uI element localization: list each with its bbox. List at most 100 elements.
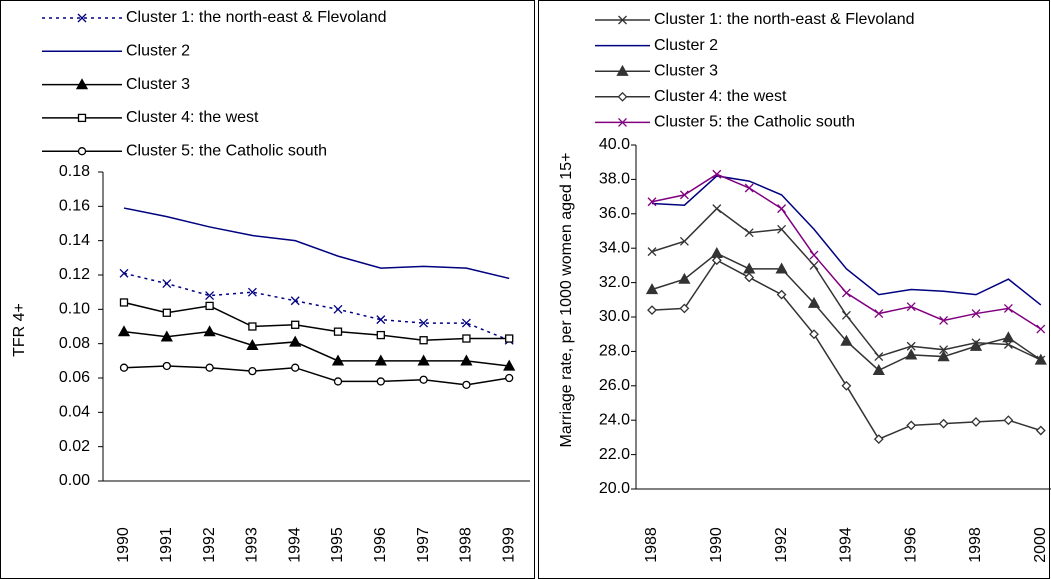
marker	[807, 296, 821, 308]
legend-marker	[77, 13, 87, 23]
y-tick-label: 36.0	[599, 205, 630, 222]
legend-marker	[618, 15, 627, 25]
marker	[874, 309, 884, 319]
marker	[376, 315, 386, 325]
legend-label: Cluster 1: the north-east & Flevoland	[126, 9, 387, 26]
marker	[119, 298, 129, 307]
marker	[938, 418, 949, 429]
legend-label: Cluster 4: the west	[654, 88, 787, 105]
y-tick-label: 0.08	[59, 335, 90, 352]
marker	[809, 329, 819, 340]
marker	[505, 334, 514, 343]
y-tick-label: 0.00	[59, 472, 90, 489]
marker	[809, 250, 819, 260]
marker	[645, 283, 659, 295]
marker	[117, 325, 131, 337]
y-tick-label: 22.0	[599, 446, 630, 463]
marker	[841, 288, 851, 298]
marker	[776, 289, 787, 300]
marker	[1036, 324, 1046, 334]
x-tick-label: 1990	[708, 527, 725, 563]
marker	[289, 335, 302, 347]
marker	[461, 318, 471, 328]
x-tick-label: 1998	[967, 527, 984, 563]
marker	[872, 363, 885, 375]
marker	[905, 348, 918, 360]
marker	[874, 352, 884, 362]
marker	[775, 262, 788, 274]
marker	[1003, 303, 1013, 313]
marker	[647, 247, 657, 257]
marker	[419, 318, 429, 328]
y-tick-label: 0.04	[59, 404, 90, 421]
x-tick-label: 1998	[458, 527, 475, 563]
marker	[162, 361, 171, 371]
series-line	[123, 301, 510, 341]
marker	[711, 255, 722, 266]
series-line	[651, 175, 1042, 306]
marker	[162, 279, 172, 289]
x-tick-label: 1996	[902, 527, 919, 563]
marker	[1035, 425, 1046, 436]
series-line	[123, 330, 510, 367]
marker	[203, 325, 216, 337]
x-tick-label: 1990	[115, 527, 132, 563]
y-tick-label: 20.0	[599, 480, 630, 497]
marker	[160, 330, 173, 342]
marker	[162, 308, 171, 317]
marker	[246, 339, 259, 351]
marker	[971, 417, 981, 427]
marker	[744, 183, 754, 193]
legend-label: Cluster 5: the Catholic south	[126, 142, 327, 159]
legend-marker	[618, 117, 627, 127]
legend-marker	[616, 64, 629, 76]
y-axis-label: TFR 4+	[11, 303, 28, 357]
series-line	[651, 259, 1042, 441]
marker	[505, 373, 514, 383]
legend-label: Cluster 3	[654, 62, 718, 79]
series-line	[651, 173, 1042, 330]
marker	[205, 291, 215, 301]
marker	[1003, 415, 1014, 426]
legend-marker	[617, 91, 628, 102]
y-tick-label: 0.02	[59, 438, 90, 455]
legend-label: Cluster 4: the west	[126, 109, 259, 126]
series-line	[123, 272, 510, 341]
marker	[712, 169, 722, 179]
y-tick-label: 0.10	[59, 301, 90, 318]
y-tick-label: 32.0	[599, 274, 630, 291]
series-line	[123, 365, 510, 386]
legend-marker	[77, 113, 87, 123]
legend-label: Cluster 1: the north-east & Flevoland	[654, 11, 915, 28]
y-tick-label: 30.0	[599, 308, 630, 325]
x-tick-label: 1999	[500, 527, 517, 563]
y-tick-label: 28.0	[599, 343, 630, 360]
x-tick-label: 1994	[286, 527, 303, 563]
marker	[678, 272, 691, 284]
marker	[1034, 353, 1047, 365]
marker	[248, 366, 257, 376]
marker	[969, 339, 983, 351]
legend-label: Cluster 5: the Catholic south	[654, 114, 855, 131]
marker	[205, 301, 214, 311]
marker	[419, 375, 428, 384]
marker	[939, 315, 949, 325]
series-line	[123, 207, 510, 280]
marker	[841, 380, 852, 391]
marker	[417, 354, 430, 366]
marker	[333, 327, 343, 336]
marker	[374, 354, 387, 366]
marker	[939, 345, 949, 355]
marker	[647, 305, 657, 316]
marker	[679, 236, 689, 246]
marker	[679, 190, 689, 200]
marker	[247, 287, 257, 297]
marker	[906, 341, 916, 351]
legend-label: Cluster 2	[654, 37, 718, 54]
marker	[290, 296, 300, 306]
marker	[873, 434, 884, 445]
marker	[248, 322, 257, 331]
y-tick-label: 0.14	[59, 232, 90, 249]
